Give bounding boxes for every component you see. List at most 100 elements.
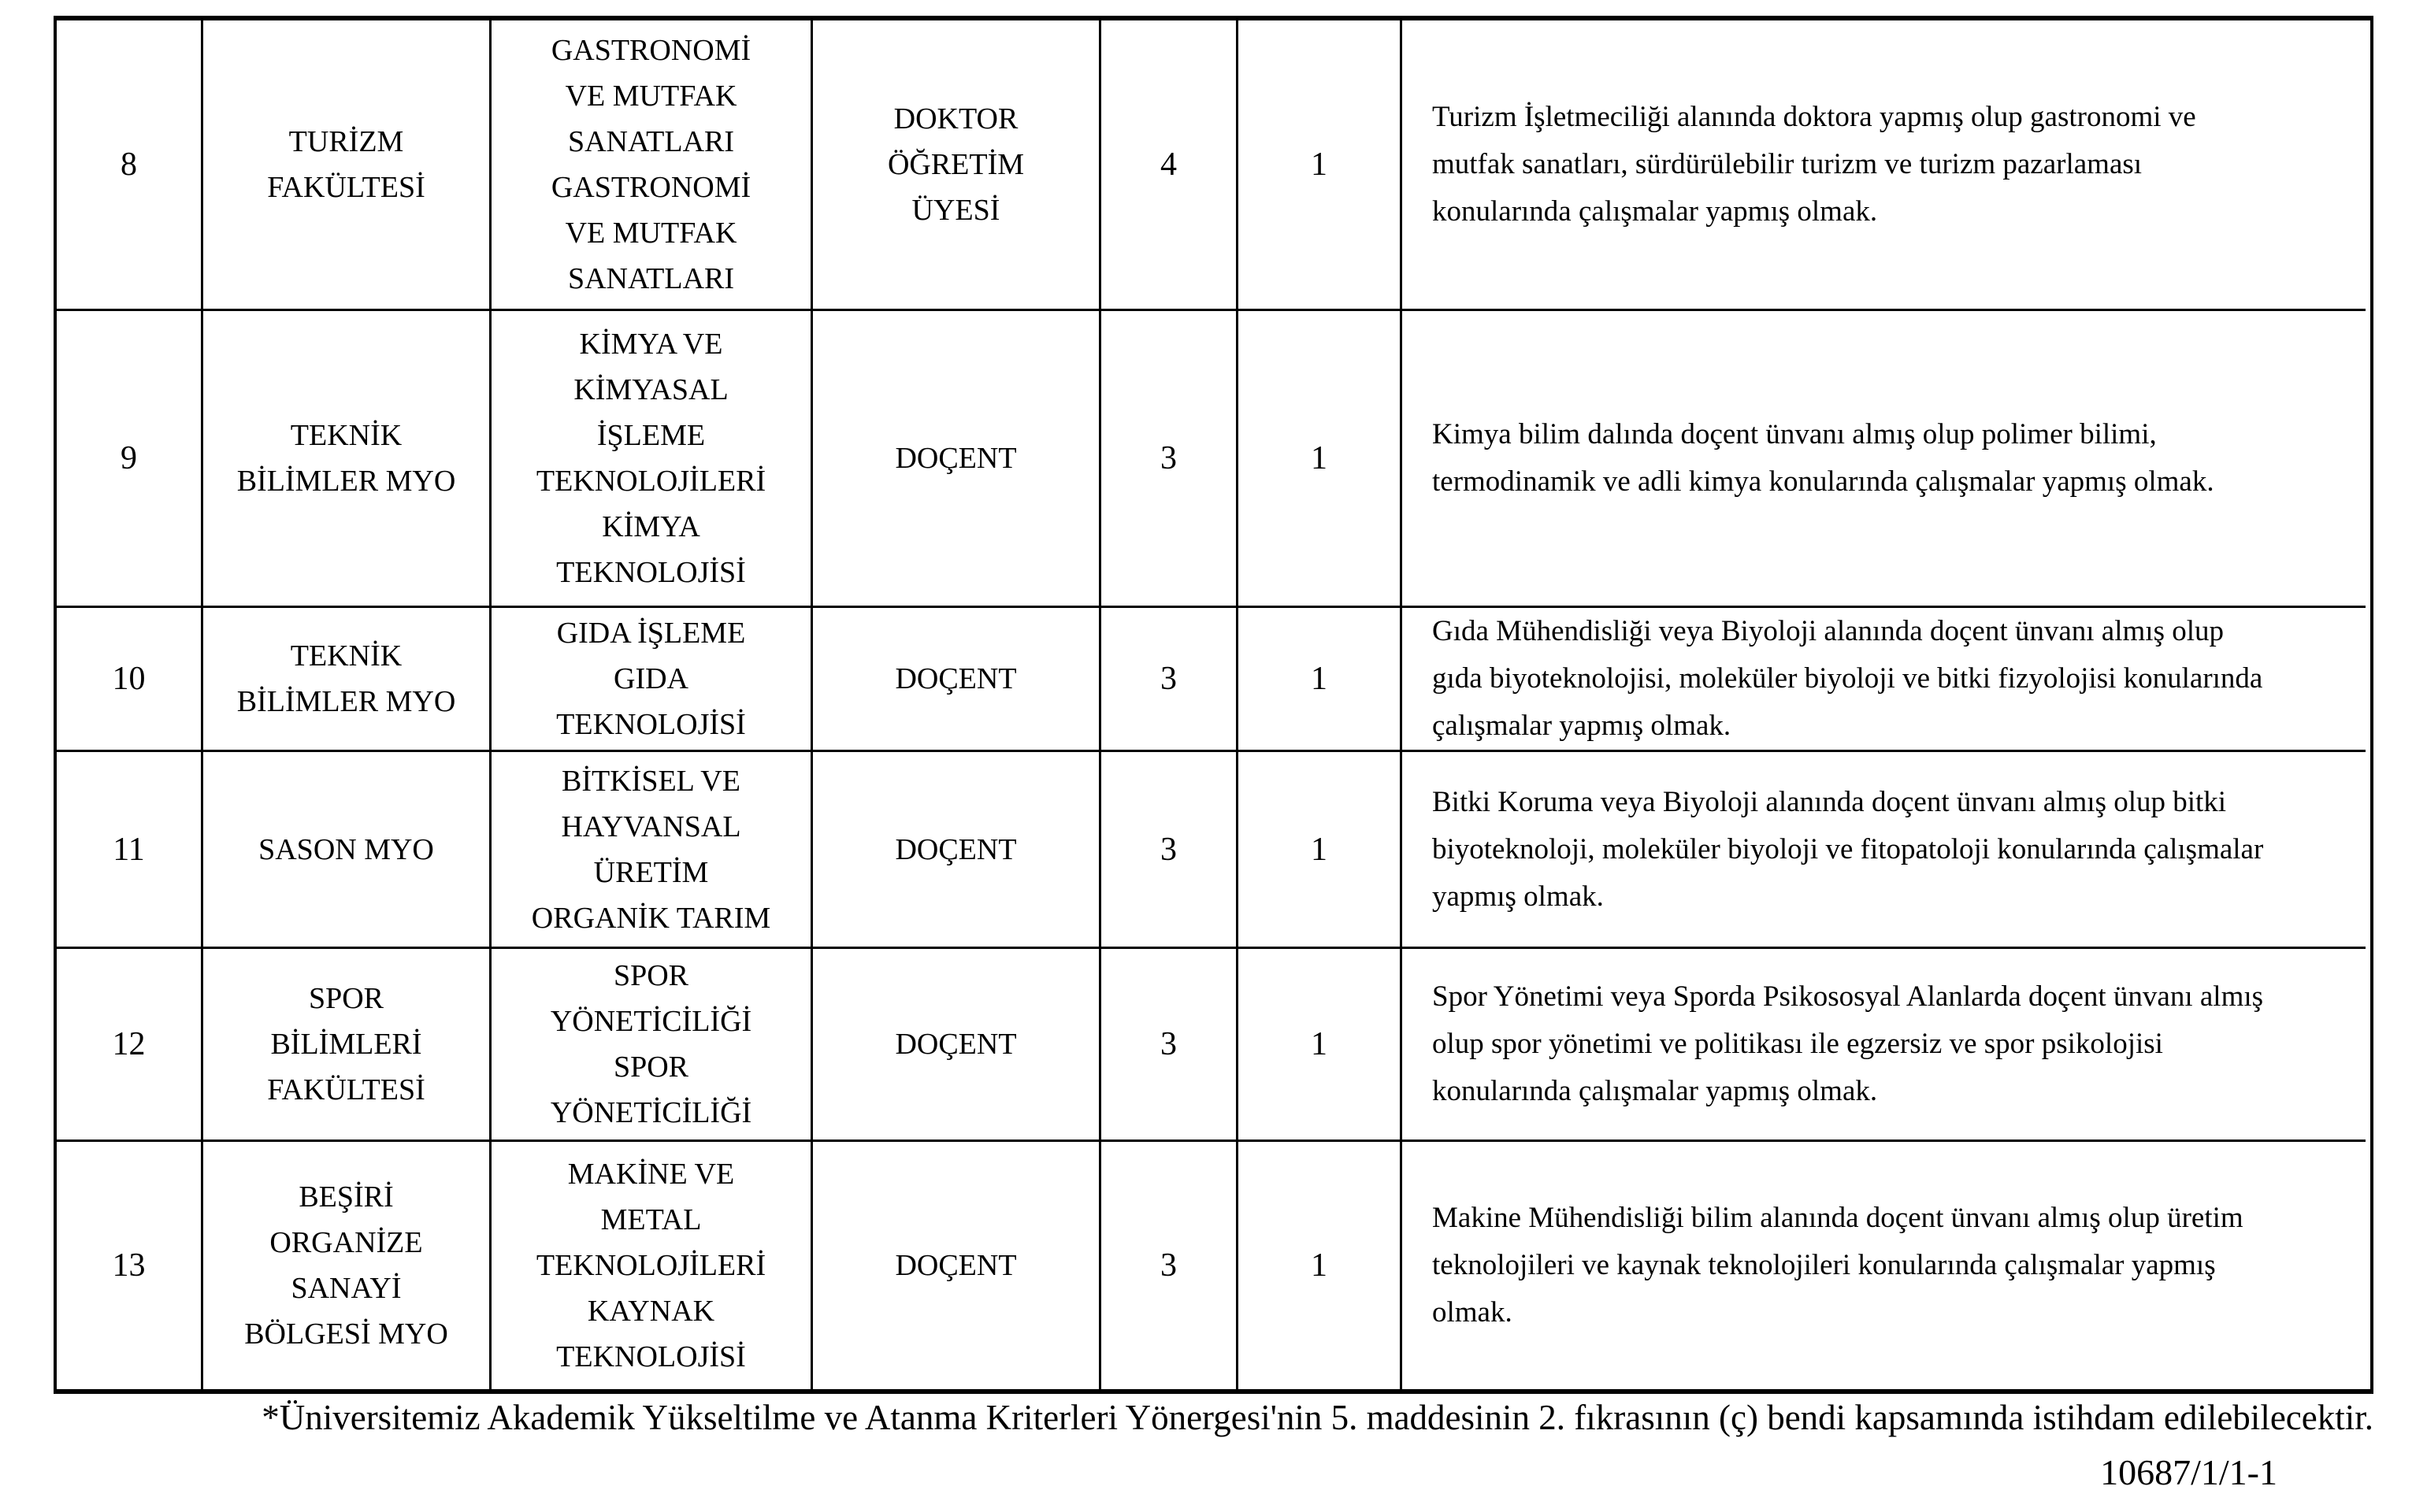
faculty-cell: BEŞİRİ ORGANİZE SANAYİ BÖLGESİ MYO xyxy=(203,1142,492,1389)
cell-text-line: KAYNAK xyxy=(587,1295,715,1328)
cell-text-line: KİMYA VE xyxy=(579,328,723,361)
cell-text-line: METAL xyxy=(600,1203,702,1236)
cell-text-line: TEKNOLOJİLERİ xyxy=(536,465,766,498)
cell-text-line: Spor Yönetimi veya Sporda Psikososyal Al… xyxy=(1432,980,2264,1013)
row-number-cell: 11 xyxy=(57,752,203,949)
table-row: 8 TURİZM FAKÜLTESİ GASTRONOMİ VE MUTFAK SAN… xyxy=(57,20,2370,311)
cell-text-line: SANAYİ xyxy=(291,1272,402,1305)
row-number-cell: 8 xyxy=(57,20,203,311)
cell-text-line: Gıda Mühendisliği veya Biyoloji alanında… xyxy=(1432,615,2224,647)
row-number-cell: 10 xyxy=(57,608,203,752)
department-program-cell: GIDA İŞLEME GIDA TEKNOLOJİSİ xyxy=(492,608,813,752)
position-count-cell: 1 xyxy=(1238,608,1402,752)
cell-text-line: DOÇENT xyxy=(895,662,1017,695)
cell-text-line: TEKNİK xyxy=(290,419,403,452)
cell-text-line: DOÇENT xyxy=(895,832,1017,866)
cell-text-line: DOKTOR xyxy=(893,102,1019,135)
table-row: 11 SASON MYO BİTKİSEL VE HAYVANSAL ÜRETİM O… xyxy=(57,752,2370,949)
cell-text-line: İŞLEME xyxy=(596,419,706,452)
cell-text-line: SPOR xyxy=(613,1051,689,1084)
cell-text-line: GASTRONOMİ xyxy=(551,34,751,67)
cell-text-line: ORGANİZE xyxy=(269,1226,423,1259)
cell-text-line: GIDA İŞLEME xyxy=(556,617,746,650)
requirements-description-cell: Kimya bilim dalında doçent ünvanı almış … xyxy=(1402,311,2366,608)
department-program-cell: KİMYA VE KİMYASAL İŞLEME TEKNOLOJİLERİ KİMYA… xyxy=(492,311,813,608)
faculty-cell: SPOR BİLİMLERİ FAKÜLTESİ xyxy=(203,949,492,1142)
cell-text-line: konularında çalışmalar yapmış olmak. xyxy=(1432,1075,1878,1107)
cell-text-line: TEKNOLOJİSİ xyxy=(556,556,746,589)
cell-text-line: konularında çalışmalar yapmış olmak. xyxy=(1432,195,1878,228)
cell-text-line: BİLİMLER MYO xyxy=(236,465,456,498)
cell-text-line: KİMYA xyxy=(602,510,700,543)
cell-text-line: BİLİMLERİ xyxy=(270,1028,422,1061)
cell-text-line: DOÇENT xyxy=(895,1249,1017,1282)
document-number: 10687/1/1-1 xyxy=(2100,1452,2277,1492)
academic-title-cell: DOÇENT xyxy=(813,1142,1101,1389)
cell-text-line: VE MUTFAK xyxy=(565,80,737,113)
grade-cell: 3 xyxy=(1101,949,1238,1142)
academic-title-cell: DOKTOR ÖĞRETİM ÜYESİ xyxy=(813,20,1101,311)
academic-title-cell: DOÇENT xyxy=(813,608,1101,752)
cell-text-line: ÜRETİM xyxy=(593,855,709,889)
cell-text-line: SPOR xyxy=(308,982,384,1015)
academic-title-cell: DOÇENT xyxy=(813,752,1101,949)
row-number-cell: 9 xyxy=(57,311,203,608)
cell-text-line: TEKNOLOJİLERİ xyxy=(536,1249,766,1282)
cell-text-line: biyoteknoloji, moleküler biyoloji ve fit… xyxy=(1432,832,2264,865)
cell-text-line: olup spor yönetimi ve politikası ile egz… xyxy=(1432,1028,2163,1060)
cell-text-line: DOÇENT xyxy=(895,1028,1017,1061)
cell-text-line: KİMYASAL xyxy=(573,373,729,406)
academic-title-cell: DOÇENT xyxy=(813,311,1101,608)
cell-text-line: GIDA xyxy=(614,662,688,695)
position-count-cell: 1 xyxy=(1238,1142,1402,1389)
faculty-cell: TURİZM FAKÜLTESİ xyxy=(203,20,492,311)
cell-text-line: Kimya bilim dalında doçent ünvanı almış … xyxy=(1432,418,2157,450)
position-count-cell: 1 xyxy=(1238,20,1402,311)
cell-text-line: TURİZM xyxy=(288,125,404,158)
department-program-cell: SPOR YÖNETİCİLİĞİ SPOR YÖNETİCİLİĞİ xyxy=(492,949,813,1142)
cell-text-line: DOÇENT xyxy=(895,442,1017,475)
cell-text-line: BEŞİRİ xyxy=(299,1180,394,1214)
grade-cell: 3 xyxy=(1101,1142,1238,1389)
cell-text-line: TEKNOLOJİSİ xyxy=(556,1340,746,1373)
cell-text-line: yapmış olmak. xyxy=(1432,880,1604,913)
cell-text-line: YÖNETİCİLİĞİ xyxy=(550,1005,752,1038)
faculty-cell: TEKNİK BİLİMLER MYO xyxy=(203,311,492,608)
department-program-cell: MAKİNE VE METAL TEKNOLOJİLERİ KAYNAK TEKNOLO… xyxy=(492,1142,813,1389)
announcement-table: 8 TURİZM FAKÜLTESİ GASTRONOMİ VE MUTFAK SAN… xyxy=(54,16,2373,1394)
cell-text-line: TEKNİK xyxy=(290,639,403,673)
row-number-cell: 13 xyxy=(57,1142,203,1389)
requirements-description-cell: Makine Mühendisliği bilim alanında doçen… xyxy=(1402,1142,2366,1389)
cell-text-line: TEKNOLOJİSİ xyxy=(556,708,746,741)
cell-text-line: YÖNETİCİLİĞİ xyxy=(550,1096,752,1129)
position-count-cell: 1 xyxy=(1238,311,1402,608)
cell-text-line: Makine Mühendisliği bilim alanında doçen… xyxy=(1432,1202,2243,1234)
requirements-description-cell: Turizm İşletmeciliği alanında doktora ya… xyxy=(1402,20,2366,311)
cell-text-line: FAKÜLTESİ xyxy=(267,1073,425,1106)
cell-text-line: SPOR xyxy=(613,959,689,992)
cell-text-line: ORGANİK TARIM xyxy=(531,901,771,935)
grade-cell: 3 xyxy=(1101,608,1238,752)
cell-text-line: GASTRONOMİ xyxy=(551,171,751,204)
cell-text-line: olmak. xyxy=(1432,1296,1512,1329)
position-count-cell: 1 xyxy=(1238,949,1402,1142)
cell-text-line: termodinamik ve adli kimya konularında ç… xyxy=(1432,465,2214,498)
cell-text-line: FAKÜLTESİ xyxy=(267,171,425,204)
cell-text-line: Turizm İşletmeciliği alanında doktora ya… xyxy=(1432,101,2196,133)
grade-cell: 3 xyxy=(1101,752,1238,949)
cell-text-line: gıda biyoteknolojisi, moleküler biyoloji… xyxy=(1432,662,2263,695)
grade-cell: 4 xyxy=(1101,20,1238,311)
faculty-cell: TEKNİK BİLİMLER MYO xyxy=(203,608,492,752)
row-number-cell: 12 xyxy=(57,949,203,1142)
requirements-description-cell: Gıda Mühendisliği veya Biyoloji alanında… xyxy=(1402,608,2366,752)
cell-text-line: Bitki Koruma veya Biyoloji alanında doçe… xyxy=(1432,785,2227,818)
cell-text-line: mutfak sanatları, sürdürülebilir turizm … xyxy=(1432,148,2143,180)
requirements-description-cell: Spor Yönetimi veya Sporda Psikososyal Al… xyxy=(1402,949,2366,1142)
cell-text-line: çalışmalar yapmış olmak. xyxy=(1432,710,1731,742)
table-row: 13 BEŞİRİ ORGANİZE SANAYİ BÖLGESİ MYO MAKİN… xyxy=(57,1142,2370,1389)
cell-text-line: HAYVANSAL xyxy=(561,810,741,843)
cell-text-line: ÖĞRETİM xyxy=(887,148,1025,181)
requirements-description-cell: Bitki Koruma veya Biyoloji alanında doçe… xyxy=(1402,752,2366,949)
cell-text-line: BÖLGESİ MYO xyxy=(244,1317,448,1351)
